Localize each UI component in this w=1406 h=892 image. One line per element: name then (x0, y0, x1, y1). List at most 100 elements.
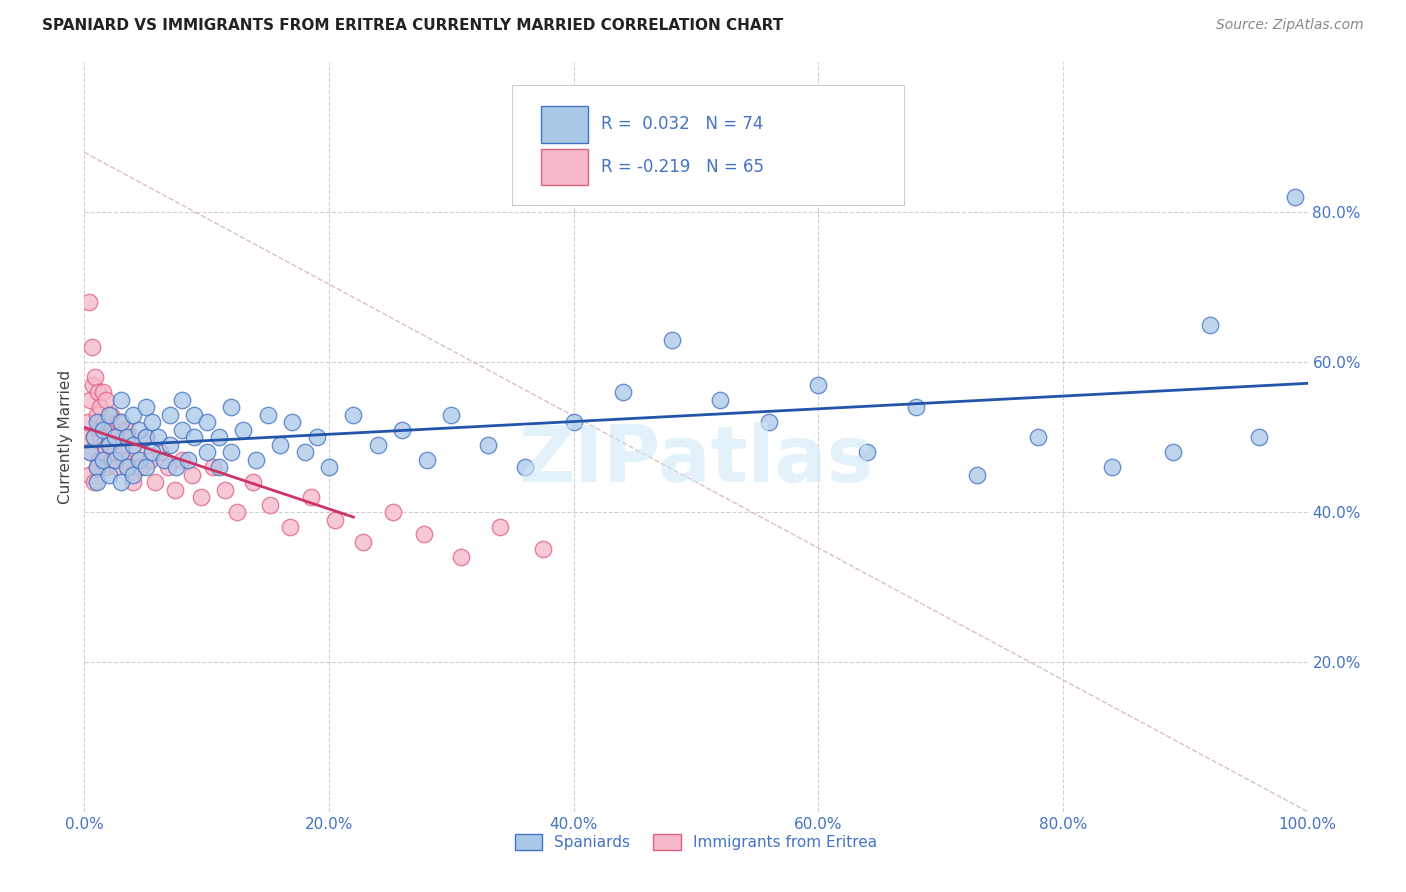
Point (97, 467, 120, 482)
Point (226, 505, 249, 519)
Point (87, 423, 110, 437)
Point (242, 475, 264, 489)
Point (76, 430, 98, 444)
Point (83, 430, 105, 444)
Point (110, 415, 132, 429)
Point (135, 400, 157, 414)
Point (214, 483, 236, 497)
Point (83, 475, 105, 489)
Point (305, 430, 328, 444)
Point (94, 445, 117, 459)
Point (86, 415, 108, 429)
Point (143, 475, 166, 489)
Point (86, 460, 108, 475)
Point (367, 437, 389, 451)
Point (172, 452, 194, 467)
Point (259, 498, 281, 512)
Point (141, 415, 163, 429)
Point (513, 460, 536, 475)
Y-axis label: Currently Married: Currently Married (58, 370, 73, 504)
Point (87, 452, 110, 467)
Point (709, 392, 731, 407)
Point (115, 430, 138, 444)
FancyBboxPatch shape (541, 149, 588, 186)
Point (146, 430, 169, 444)
Point (299, 490, 322, 504)
Point (97, 415, 120, 429)
Text: R =  0.032   N = 74: R = 0.032 N = 74 (600, 115, 763, 133)
Point (91, 423, 114, 437)
Point (661, 333, 683, 347)
Point (91, 385, 114, 400)
Point (612, 385, 634, 400)
Point (391, 423, 413, 437)
Point (97, 437, 120, 451)
Point (195, 415, 218, 429)
Point (281, 415, 304, 429)
Point (77, 295, 100, 310)
Point (110, 445, 132, 459)
Point (156, 460, 179, 475)
Point (100, 408, 122, 422)
Point (104, 430, 127, 444)
Point (172, 392, 194, 407)
Point (381, 505, 404, 519)
Point (905, 400, 928, 414)
Point (163, 483, 186, 497)
Point (440, 408, 463, 422)
Text: ZIPatlas: ZIPatlas (519, 422, 873, 498)
Point (450, 549, 472, 564)
Point (96, 460, 118, 475)
Point (141, 445, 163, 459)
Point (128, 452, 150, 467)
Point (91, 452, 114, 467)
Point (135, 460, 157, 475)
Point (1284, 190, 1306, 204)
Point (181, 467, 204, 482)
Point (1161, 445, 1184, 459)
Point (245, 452, 267, 467)
Point (104, 445, 127, 459)
Point (177, 452, 200, 467)
Point (807, 377, 830, 392)
Point (129, 460, 152, 475)
Point (110, 475, 132, 489)
Point (257, 408, 280, 422)
Point (97, 408, 120, 422)
Point (416, 452, 439, 467)
Point (115, 423, 138, 437)
Point (1247, 430, 1270, 444)
Point (98, 437, 121, 451)
Point (77, 415, 100, 429)
Point (153, 452, 176, 467)
Point (278, 520, 301, 534)
Point (125, 445, 148, 459)
Legend: Spaniards, Immigrants from Eritrea: Spaniards, Immigrants from Eritrea (509, 829, 883, 856)
Point (195, 445, 218, 459)
Point (97, 430, 120, 444)
FancyBboxPatch shape (541, 106, 588, 143)
Point (103, 423, 125, 437)
Point (294, 445, 316, 459)
Point (122, 475, 145, 489)
Point (86, 475, 108, 489)
Point (758, 415, 780, 429)
Point (149, 445, 172, 459)
Point (110, 392, 132, 407)
Point (115, 460, 138, 475)
Text: R = -0.219   N = 65: R = -0.219 N = 65 (600, 159, 763, 177)
Point (112, 452, 135, 467)
Point (159, 437, 181, 451)
Point (104, 452, 127, 467)
Point (105, 460, 128, 475)
Text: Source: ZipAtlas.com: Source: ZipAtlas.com (1216, 18, 1364, 32)
Point (489, 520, 512, 534)
Point (208, 430, 231, 444)
Point (120, 430, 142, 444)
Point (105, 430, 128, 444)
Point (117, 460, 139, 475)
Point (159, 408, 181, 422)
Point (84, 370, 107, 384)
Point (966, 467, 988, 482)
Point (90, 430, 112, 444)
